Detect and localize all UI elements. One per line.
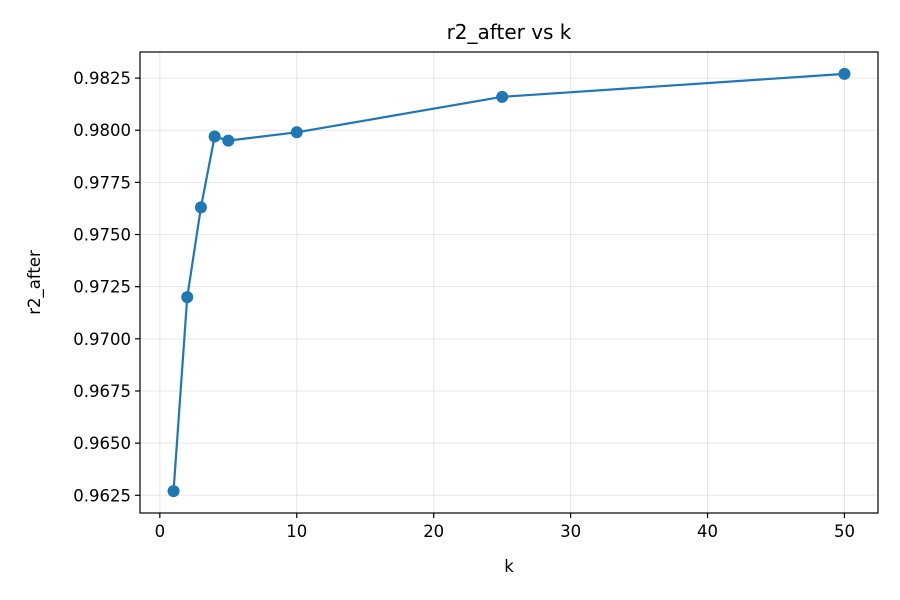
- y-tick-label: 0.9650: [73, 434, 131, 453]
- y-axis-label: r2_after: [25, 250, 45, 315]
- data-point: [222, 134, 235, 147]
- x-tick-label: 40: [697, 522, 718, 541]
- x-tick-label: 0: [155, 522, 166, 541]
- x-tick-label: 20: [423, 522, 444, 541]
- x-tick-label: 10: [286, 522, 307, 541]
- x-axis-ticks: 0 10 20 30 40 50: [155, 513, 855, 541]
- y-tick-label: 0.9800: [73, 121, 131, 140]
- series-layer: [167, 67, 851, 498]
- data-point: [181, 291, 194, 304]
- data-point: [208, 130, 221, 143]
- data-point: [838, 67, 851, 80]
- data-point: [496, 90, 509, 103]
- data-point: [290, 126, 303, 139]
- x-tick-label: 30: [560, 522, 581, 541]
- data-point: [194, 201, 207, 214]
- data-point: [167, 485, 180, 498]
- y-tick-label: 0.9750: [73, 226, 131, 245]
- series-line: [172, 72, 845, 492]
- x-axis-label: k: [504, 557, 514, 576]
- y-axis-ticks: 0.9625 0.9650 0.9675 0.9700 0.9725 0.9750 0.97…: [73, 69, 140, 505]
- y-tick-label: 0.9725: [73, 278, 131, 297]
- y-tick-label: 0.9825: [73, 69, 131, 88]
- y-tick-label: 0.9775: [73, 173, 131, 192]
- y-tick-label: 0.9700: [73, 330, 131, 349]
- grid: [140, 52, 878, 513]
- y-tick-label: 0.9675: [73, 382, 131, 401]
- y-tick-label: 0.9625: [73, 486, 131, 505]
- x-tick-label: 50: [834, 522, 855, 541]
- chart-title: r2_after vs k: [447, 20, 572, 44]
- plot-frame: [139, 51, 879, 514]
